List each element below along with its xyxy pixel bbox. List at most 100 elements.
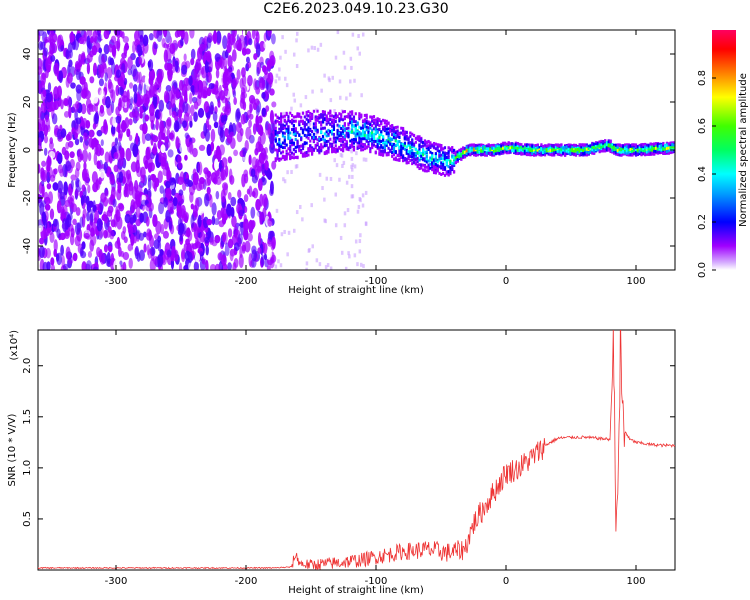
- spectrogram-cell: [86, 35, 91, 48]
- spectrogram-cell: [627, 151, 630, 155]
- spectrogram-cell: [350, 167, 354, 172]
- spectrogram-cell: [316, 130, 319, 134]
- spectrogram-cell: [301, 147, 305, 151]
- spectrogram-cell: [185, 238, 190, 246]
- spectrogram-cell: [289, 154, 292, 158]
- spectrogram-cell: [360, 144, 363, 148]
- spectrogram-cell: [462, 154, 465, 158]
- spectrogram-cell: [283, 146, 286, 150]
- spectrogram-cell: [467, 150, 470, 154]
- spectrogram-cell: [70, 174, 77, 181]
- spectrogram-cell: [491, 143, 494, 147]
- spectrogram-cell: [217, 100, 221, 108]
- spectrogram-cell: [227, 55, 233, 68]
- spectrogram-cell: [121, 62, 126, 75]
- spectrogram-cell: [591, 148, 594, 152]
- spectrogram-cell: [378, 148, 381, 152]
- spectrogram-cell: [380, 153, 383, 157]
- spectrogram-cell: [440, 157, 443, 161]
- spectrogram-cell: [320, 149, 323, 153]
- spectrogram-cell: [184, 212, 190, 221]
- spectrogram-cell: [348, 254, 351, 259]
- spectrogram-cell: [343, 138, 346, 142]
- spectrogram-cell: [276, 142, 279, 146]
- chart-title: C2E6.2023.049.10.23.G30: [263, 1, 449, 17]
- spectrogram-cell: [252, 123, 257, 135]
- spectrogram-cell: [305, 113, 308, 117]
- spectrogram-cell: [46, 155, 52, 168]
- spectrogram-cell: [553, 145, 556, 149]
- spectrogram-cell: [407, 143, 410, 147]
- spectrogram-cell: [323, 144, 326, 148]
- colorbar-tick-label: 0.8: [697, 70, 708, 86]
- spectrogram-cell: [159, 120, 165, 134]
- spectrogram-cell: [292, 119, 295, 123]
- spectrogram-cell: [604, 143, 607, 147]
- spectrogram-cell: [332, 149, 336, 153]
- spectrogram-cell: [396, 125, 399, 129]
- spectrogram-cell: [309, 148, 312, 152]
- spectrogram-cell: [274, 264, 278, 269]
- spectrogram-cell: [38, 163, 41, 174]
- spectrogram-cell: [349, 144, 352, 148]
- spectrogram-cell: [316, 148, 319, 152]
- spectrogram-cell: [117, 180, 122, 194]
- spectrogram-cell: [411, 150, 414, 154]
- spectrogram-cell: [543, 144, 547, 148]
- spectrogram-cell: [360, 141, 363, 145]
- spectrogram-cell: [434, 168, 437, 172]
- spectrogram-cell: [121, 95, 128, 103]
- spectrogram-cell: [311, 115, 314, 119]
- spectrogram-cell: [257, 247, 262, 254]
- spectrogram-cell: [274, 159, 277, 163]
- spectrogram-cell: [600, 139, 603, 143]
- spectrogram-cell: [195, 237, 199, 246]
- spectrogram-cell: [411, 145, 414, 149]
- spectrogram-cell: [227, 156, 233, 164]
- spectrogram-cell: [329, 114, 332, 118]
- spectrogram-cell: [554, 143, 558, 147]
- spectrogram-cell: [640, 148, 643, 152]
- spectrogram-cell: [81, 184, 86, 192]
- spectrogram-cell: [318, 262, 322, 267]
- spectrogram-cell: [358, 51, 361, 56]
- spectrogram-cell: [414, 136, 417, 140]
- spectrogram-cell: [343, 123, 346, 127]
- spectrogram-cell: [323, 197, 326, 202]
- spectrogram-cell: [274, 157, 277, 161]
- spectrogram-cell: [465, 145, 468, 149]
- spectrogram-cell: [516, 152, 519, 156]
- spectrogram-cell: [329, 111, 332, 115]
- spectrogram-cell: [296, 112, 299, 116]
- spectrogram-cell: [367, 130, 370, 134]
- spectrogram-cell: [636, 152, 639, 156]
- spectrogram-cell: [327, 139, 330, 143]
- spectrogram-cell: [476, 150, 479, 154]
- spectrogram-cell: [289, 139, 292, 143]
- spectrogram-cell: [40, 41, 46, 50]
- spectrogram-cell: [480, 143, 483, 147]
- spectrogram-cell: [40, 101, 47, 113]
- spectrogram-cell: [233, 242, 240, 251]
- spectrogram-cell: [398, 132, 401, 136]
- spectrogram-cell: [100, 139, 104, 147]
- spectrogram-cell: [70, 179, 74, 190]
- spectrogram-cell: [571, 152, 574, 156]
- spectrogram-cell: [527, 143, 530, 147]
- spectrogram-cell: [429, 141, 432, 145]
- spectrogram-cell: [290, 106, 293, 111]
- spectrogram-cell: [660, 143, 663, 147]
- x-tick-label: 0: [503, 276, 509, 287]
- spectrogram-cell: [451, 154, 454, 158]
- spectrogram-cell: [394, 139, 397, 143]
- spectrogram-cell: [296, 131, 299, 135]
- spectrogram-cell: [115, 205, 119, 220]
- spectrogram-cell: [420, 154, 423, 158]
- spectrogram-cell: [91, 45, 98, 56]
- spectrogram-cell: [584, 143, 587, 147]
- spectrogram-cell: [394, 129, 397, 133]
- spectrogram-cell: [267, 239, 273, 247]
- spectrogram-cell: [193, 101, 199, 110]
- spectrogram-cell: [197, 214, 202, 228]
- spectrogram-cell: [312, 132, 316, 136]
